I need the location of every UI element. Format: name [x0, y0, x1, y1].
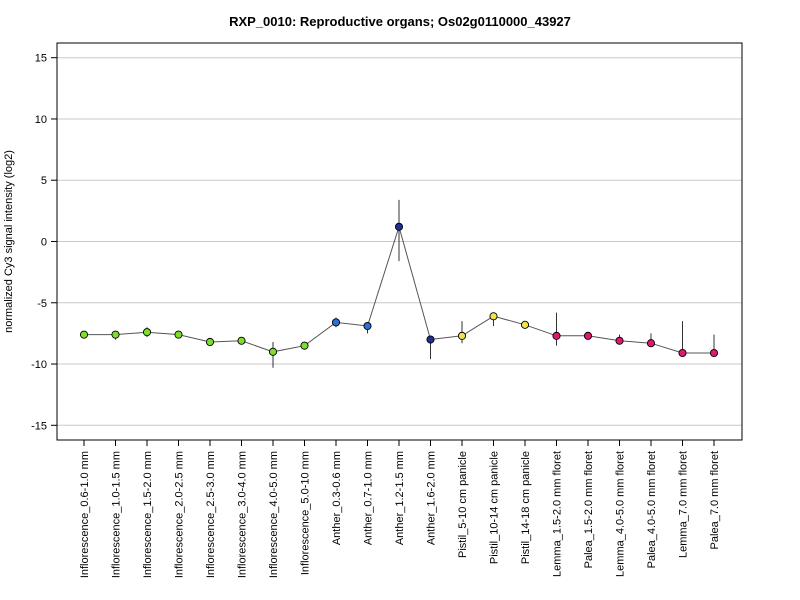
- data-point: [520, 320, 530, 329]
- x-tick-label: Palea_7.0 mm floret: [709, 451, 721, 549]
- x-tick-label: Lemma_7.0 mm floret: [678, 451, 690, 558]
- x-tick-label: Inflorescence_1.0-1.5 mm: [111, 451, 123, 578]
- x-tick-label: Inflorescence_2.0-2.5 mm: [174, 451, 186, 578]
- data-point: [331, 318, 341, 327]
- x-tick-label: Pistil_14-18 cm panicle: [520, 451, 532, 564]
- x-tick-label: Inflorescence_2.5-3.0 mm: [205, 451, 217, 578]
- data-point: [646, 339, 656, 348]
- data-point: [363, 321, 372, 331]
- data-point: [615, 336, 624, 345]
- data-point: [268, 347, 278, 356]
- x-tick-label: Anther_0.7-1.0 mm: [363, 451, 375, 545]
- data-point: [111, 330, 120, 339]
- data-point: [489, 312, 498, 321]
- x-tick-label: Pistil_5-10 cm panicle: [457, 451, 469, 558]
- data-point: [142, 328, 152, 337]
- x-tick-label: Lemma_4.0-5.0 mm floret: [615, 451, 627, 577]
- data-point: [552, 331, 561, 340]
- chart-title: RXP_0010: Reproductive organs; Os02g0110…: [229, 14, 571, 29]
- y-tick-label: 10: [35, 114, 47, 126]
- y-tick-label: 5: [41, 175, 47, 187]
- x-tick-label: Anther_1.6-2.0 mm: [426, 451, 438, 545]
- series: [79, 199, 719, 368]
- x-tick-label: Inflorescence_3.0-4.0 mm: [237, 451, 249, 578]
- data-point: [79, 330, 89, 339]
- x-tick-label: Inflorescence_5.0-10 mm: [300, 451, 312, 575]
- data-point: [205, 337, 215, 347]
- y-axis-label: normalized Cy3 signal intensity (log2): [3, 150, 15, 333]
- x-tick-label: Inflorescence_4.0-5.0 mm: [268, 451, 280, 578]
- data-point: [237, 336, 246, 345]
- y-tick-label: 0: [41, 237, 47, 249]
- gridlines: [57, 57, 742, 426]
- x-tick-label: Anther_1.2-1.5 mm: [394, 451, 406, 545]
- data-point: [394, 222, 404, 231]
- data-point: [678, 348, 687, 358]
- x-tick-label: Anther_0.3-0.6 mm: [331, 451, 343, 545]
- x-axis: Inflorescence_0.6-1.0 mm Inflorescence_1.…: [79, 440, 721, 578]
- y-tick-label: -10: [31, 359, 47, 371]
- y-tick-label: -15: [31, 420, 47, 432]
- x-tick-label: Inflorescence_0.6-1.0 mm: [79, 451, 91, 578]
- x-tick-label: Palea_1.5-2.0 mm floret: [583, 451, 595, 568]
- data-point: [426, 335, 435, 344]
- y-tick-label: -5: [37, 298, 47, 310]
- x-tick-label: Inflorescence_1.5-2.0 mm: [142, 451, 154, 578]
- data-point: [709, 348, 719, 358]
- data-point: [174, 330, 183, 339]
- x-tick-label: Lemma_1.5-2.0 mm floret: [552, 451, 564, 577]
- x-tick-label: Palea_4.0-5.0 mm floret: [646, 451, 658, 568]
- data-point: [583, 331, 593, 340]
- y-tick-label: 15: [35, 53, 47, 65]
- data-point: [457, 331, 467, 340]
- x-tick-label: Pistil_10-14 cm panicle: [489, 451, 501, 564]
- data-point: [300, 341, 309, 350]
- y-axis: -15 -10 -5 0 5 10 15: [31, 53, 57, 432]
